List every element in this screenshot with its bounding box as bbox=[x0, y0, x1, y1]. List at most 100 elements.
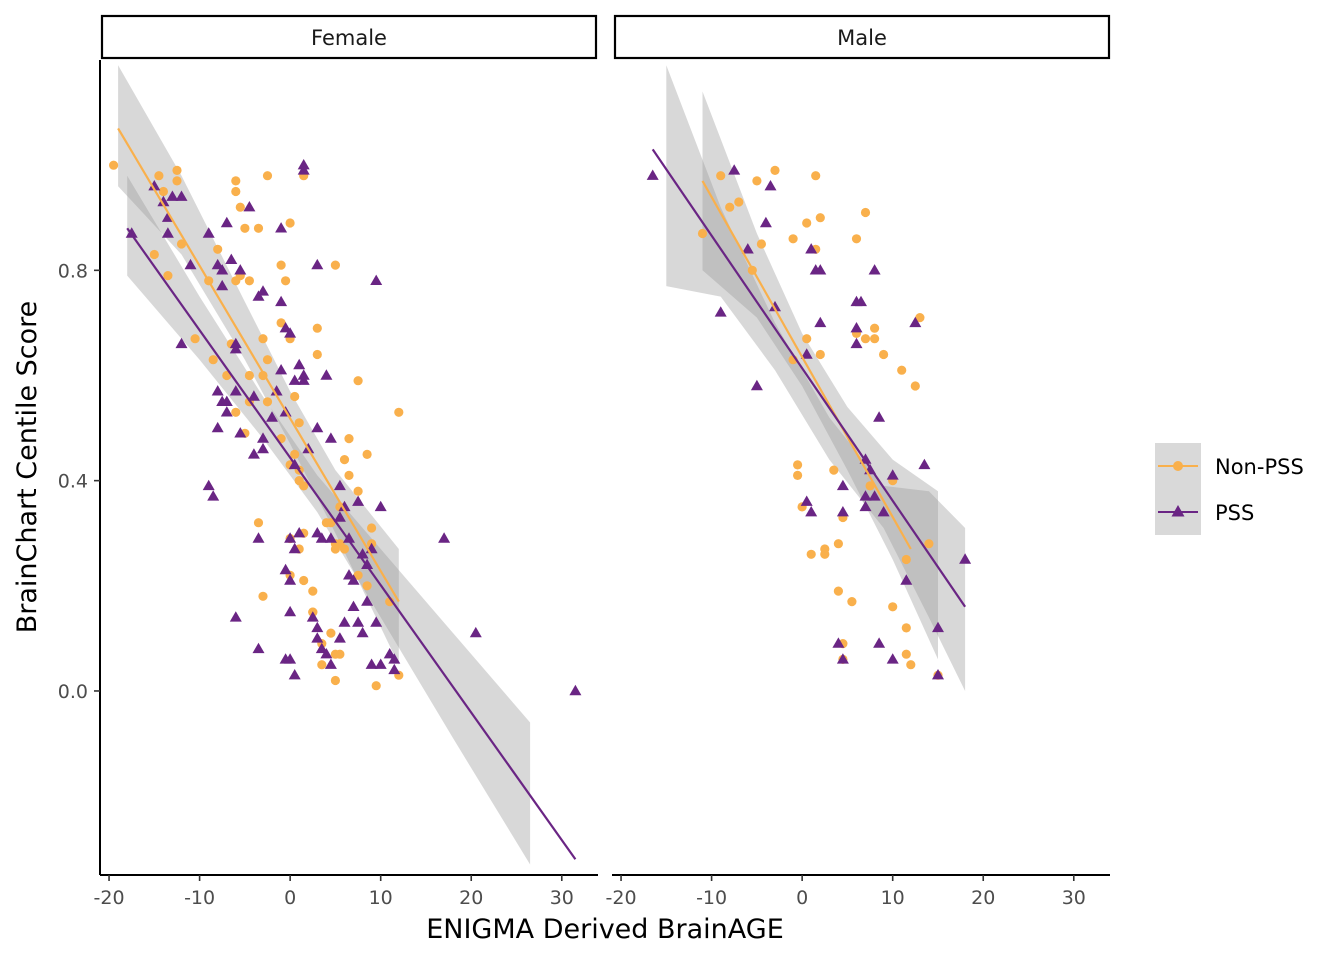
y-axis-title: BrainChart Centile Score bbox=[12, 301, 43, 634]
point-pss bbox=[370, 274, 383, 285]
point-pss bbox=[333, 479, 346, 491]
confidence-band-male-pss bbox=[666, 65, 966, 692]
legend-label-pss: PSS bbox=[1215, 501, 1254, 525]
y-axis-ticks: 0.0 0.4 0.8 bbox=[58, 260, 100, 703]
point-pss bbox=[855, 295, 867, 307]
point-pss bbox=[175, 190, 188, 201]
point-non-pss bbox=[906, 660, 916, 670]
point-pss bbox=[216, 264, 229, 275]
point-non-pss bbox=[281, 276, 291, 286]
point-pss bbox=[859, 490, 872, 501]
point-pss bbox=[868, 490, 881, 501]
x-tick-label: 20 bbox=[459, 887, 483, 909]
point-pss bbox=[234, 427, 247, 438]
point-pss bbox=[166, 190, 179, 201]
point-pss bbox=[175, 337, 188, 349]
point-non-pss bbox=[172, 165, 182, 175]
point-non-pss bbox=[290, 391, 300, 402]
point-pss bbox=[211, 421, 224, 433]
point-pss bbox=[247, 390, 260, 401]
point-non-pss bbox=[716, 171, 726, 181]
point-non-pss bbox=[339, 455, 350, 465]
point-pss bbox=[315, 642, 328, 654]
point-pss bbox=[356, 626, 369, 638]
point-non-pss bbox=[793, 460, 803, 470]
point-non-pss bbox=[154, 171, 164, 181]
point-non-pss bbox=[897, 365, 907, 375]
point-pss bbox=[297, 159, 310, 170]
point-pss bbox=[311, 632, 324, 643]
point-non-pss bbox=[353, 376, 363, 386]
point-pss bbox=[184, 258, 197, 270]
point-non-pss bbox=[752, 176, 762, 186]
point-pss bbox=[247, 448, 260, 459]
point-pss bbox=[279, 322, 292, 333]
point-non-pss bbox=[833, 586, 844, 596]
point-pss bbox=[814, 316, 827, 328]
point-pss bbox=[306, 611, 319, 622]
point-pss bbox=[293, 358, 306, 370]
point-pss bbox=[333, 632, 346, 643]
point-pss bbox=[257, 432, 269, 443]
point-non-pss bbox=[788, 234, 798, 244]
point-pss bbox=[284, 532, 297, 543]
point-non-pss bbox=[235, 202, 245, 212]
x-tick-label: 10 bbox=[881, 887, 905, 909]
point-pss bbox=[266, 411, 278, 422]
panel-male bbox=[646, 65, 972, 692]
x-tick-label: 0 bbox=[284, 887, 296, 909]
point-non-pss bbox=[231, 186, 241, 197]
point-pss bbox=[932, 669, 944, 680]
point-pss bbox=[388, 653, 401, 664]
point-non-pss bbox=[326, 518, 336, 528]
point-non-pss bbox=[870, 334, 880, 344]
point-pss bbox=[764, 180, 777, 191]
point-pss bbox=[714, 306, 727, 317]
point-non-pss bbox=[915, 313, 925, 323]
point-pss bbox=[343, 532, 355, 543]
point-non-pss bbox=[353, 486, 363, 496]
point-non-pss bbox=[244, 370, 254, 381]
point-pss bbox=[646, 169, 659, 180]
point-pss bbox=[361, 595, 374, 606]
point-non-pss bbox=[276, 260, 286, 270]
point-non-pss bbox=[299, 575, 309, 586]
facet-strip-male: Male bbox=[613, 14, 1111, 60]
point-non-pss bbox=[213, 244, 223, 254]
point-non-pss bbox=[901, 649, 911, 659]
point-pss bbox=[257, 285, 269, 296]
point-non-pss bbox=[362, 581, 372, 591]
point-pss bbox=[338, 500, 351, 512]
point-non-pss bbox=[294, 418, 304, 428]
point-pss bbox=[374, 658, 387, 669]
point-non-pss bbox=[285, 218, 295, 228]
point-pss bbox=[252, 642, 265, 654]
point-pss bbox=[873, 411, 886, 422]
point-non-pss bbox=[833, 539, 844, 549]
point-pss bbox=[220, 406, 233, 417]
point-pss bbox=[311, 421, 324, 433]
point-pss bbox=[832, 637, 845, 648]
point-non-pss bbox=[240, 223, 250, 233]
panel-female bbox=[109, 65, 582, 865]
point-pss bbox=[850, 337, 863, 349]
point-non-pss bbox=[158, 186, 168, 197]
x-tick-label: -10 bbox=[184, 887, 215, 909]
point-non-pss bbox=[176, 239, 187, 249]
point-pss bbox=[279, 563, 292, 575]
y-tick-label: 0.8 bbox=[58, 260, 88, 282]
point-pss bbox=[769, 300, 781, 312]
point-pss bbox=[859, 500, 872, 512]
point-non-pss bbox=[725, 202, 735, 212]
point-pss bbox=[297, 369, 310, 380]
point-non-pss bbox=[815, 213, 825, 223]
point-non-pss bbox=[756, 239, 767, 249]
point-non-pss bbox=[793, 470, 803, 480]
point-pss bbox=[836, 506, 849, 517]
point-pss bbox=[352, 495, 365, 506]
point-pss bbox=[324, 532, 337, 543]
point-non-pss bbox=[339, 544, 350, 554]
point-pss bbox=[275, 222, 288, 233]
point-non-pss bbox=[190, 334, 200, 344]
